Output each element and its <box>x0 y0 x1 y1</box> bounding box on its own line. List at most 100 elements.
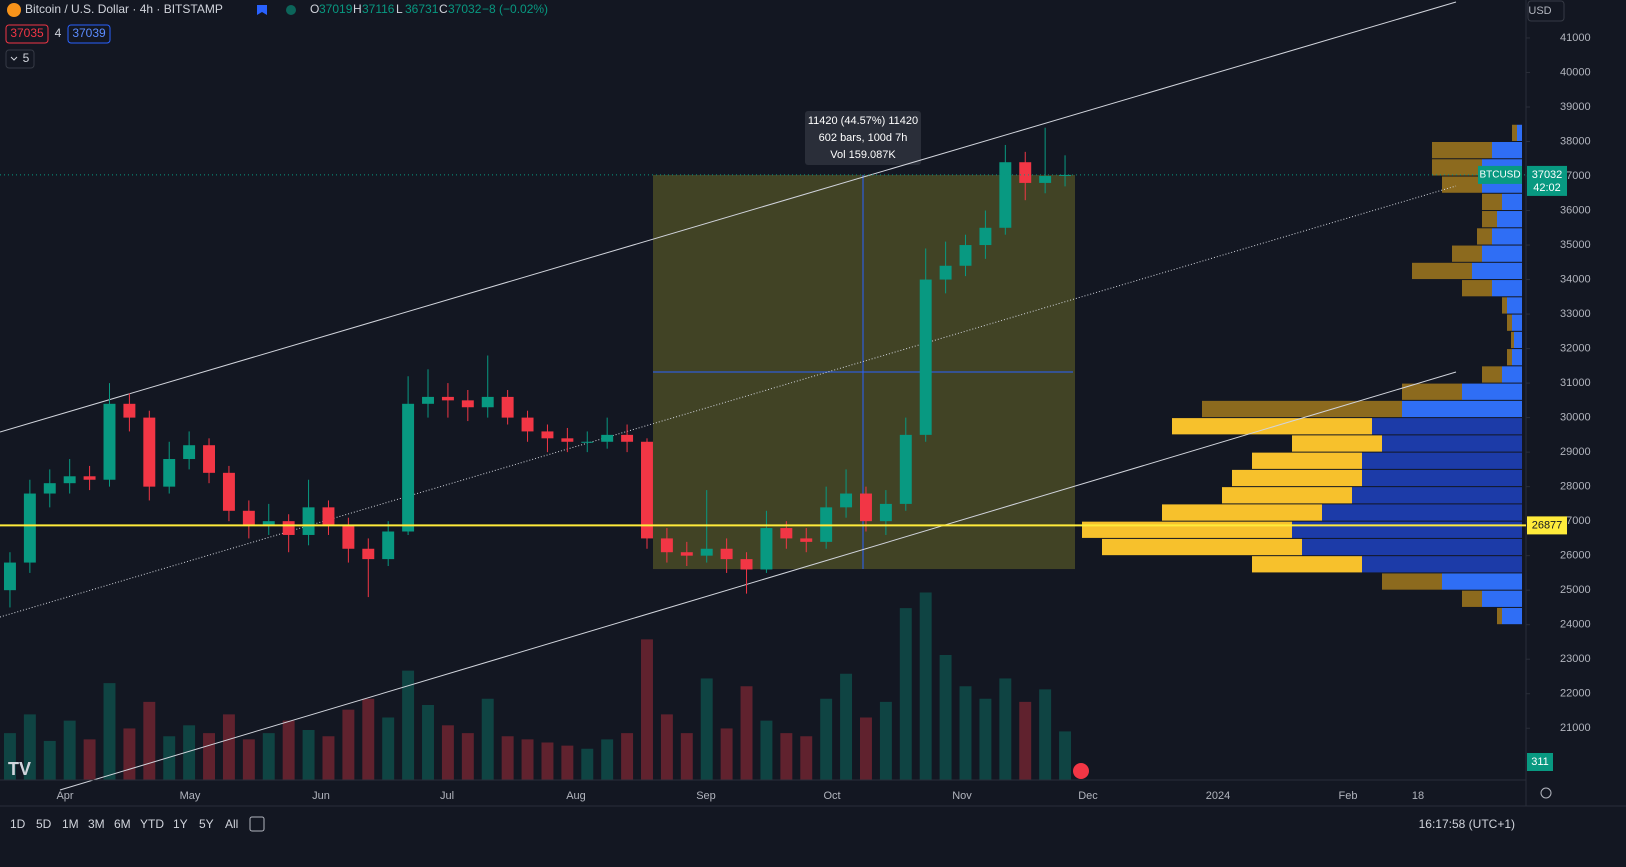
volume-bar <box>541 742 554 780</box>
volume-bar <box>621 733 634 780</box>
timeframe-button[interactable]: 6M <box>114 817 131 831</box>
candle-body <box>621 434 634 442</box>
volume-bar <box>123 728 136 780</box>
bid[interactable]: 37035 <box>10 26 44 40</box>
y-tick-label: 32000 <box>1560 342 1591 354</box>
volume-bar <box>760 720 773 780</box>
candle-body <box>23 493 36 563</box>
volume-bar <box>23 714 36 780</box>
candle-body <box>641 441 653 539</box>
profile-up <box>1492 280 1522 297</box>
ohlc-label: L <box>396 2 403 16</box>
profile-down <box>1292 435 1382 452</box>
status <box>286 5 296 15</box>
profile-down <box>1477 228 1492 245</box>
timeframe-button[interactable]: All <box>225 817 238 831</box>
indicator-count[interactable]: 5 <box>23 51 30 65</box>
candle-body <box>720 548 733 560</box>
currency[interactable]: USD <box>1528 5 1551 17</box>
profile-down <box>1482 211 1497 228</box>
candle-body <box>103 403 116 480</box>
event-icon[interactable] <box>1073 763 1089 779</box>
settings-icon[interactable] <box>1540 787 1552 799</box>
timeframe-button[interactable]: 1D <box>10 817 26 831</box>
candle-body <box>422 396 434 404</box>
volume-bar <box>402 670 415 780</box>
volume-bar <box>103 683 116 780</box>
volume-bar <box>879 701 892 780</box>
y-tick-label: 37000 <box>1560 170 1591 182</box>
volume-bar <box>342 709 355 780</box>
profile-up <box>1302 538 1522 556</box>
profile-down <box>1252 556 1362 573</box>
profile-down <box>1502 297 1507 314</box>
timeframe-button[interactable]: 1Y <box>173 817 188 831</box>
volume-bar <box>143 701 156 780</box>
volume-bar <box>959 686 972 780</box>
volume-bar <box>362 698 375 780</box>
candle-body <box>1019 162 1032 183</box>
profile-down <box>1512 124 1517 142</box>
x-tick-label: 18 <box>1412 790 1424 802</box>
volume-bar <box>840 673 853 780</box>
buy-button[interactable] <box>67 24 111 44</box>
candle-body <box>561 438 574 442</box>
ohlc-value: 36731 <box>405 2 439 16</box>
ohlc-value: 37116 <box>362 2 395 16</box>
x-tick-label: May <box>180 790 201 802</box>
candle-body <box>63 476 76 484</box>
volume-bar <box>242 739 255 780</box>
volume-bar <box>203 733 215 780</box>
profile-up <box>1362 556 1522 573</box>
x-tick-label: 2024 <box>1206 790 1230 802</box>
profile-up <box>1442 573 1522 590</box>
volume-bar <box>63 720 76 780</box>
profile-down <box>1222 487 1352 504</box>
volume-bar <box>83 739 96 780</box>
volume-bar <box>302 730 315 780</box>
profile-up <box>1492 228 1522 245</box>
volume-bar <box>660 714 673 780</box>
volume-bar <box>422 705 434 780</box>
volume-bar <box>780 733 793 780</box>
currency-button[interactable] <box>1527 0 1565 22</box>
profile-up <box>1502 607 1522 625</box>
profile-down <box>1202 400 1402 418</box>
candle-body <box>919 279 932 435</box>
profile-down <box>1452 245 1482 262</box>
profile-up <box>1497 211 1522 228</box>
candle-body <box>282 521 295 535</box>
candle-body <box>43 483 56 494</box>
timeframe-button[interactable]: 5D <box>36 817 52 831</box>
candle-body <box>979 227 992 246</box>
candle-body <box>780 528 793 539</box>
ask[interactable]: 37039 <box>72 26 106 40</box>
candle-body <box>342 524 355 549</box>
candle-body <box>800 538 813 542</box>
volume-bar <box>680 733 693 780</box>
profile-up <box>1372 418 1522 435</box>
candle-body <box>1039 176 1052 183</box>
volume-bar <box>820 698 833 780</box>
timeframe-button[interactable]: YTD <box>140 817 164 831</box>
candle-body <box>441 396 454 401</box>
flag <box>257 5 267 15</box>
price-tag-bg <box>1527 165 1567 196</box>
profile-down <box>1442 176 1482 193</box>
date-range-icon[interactable] <box>249 816 265 832</box>
volume-bar <box>800 736 813 780</box>
timeframe-button[interactable]: 5Y <box>199 817 214 831</box>
volume-bar <box>501 736 514 780</box>
profile-down <box>1511 331 1514 349</box>
indicators-toggle[interactable] <box>5 49 35 69</box>
symbol-title: Bitcoin / U.S. Dollar · 4h · BITSTAMP <box>25 2 223 16</box>
timeframe-button[interactable]: 1M <box>62 817 79 831</box>
volume-bar <box>262 733 275 780</box>
price-tag: 37032 <box>1532 169 1563 181</box>
timeframe-button[interactable]: 3M <box>88 817 105 831</box>
y-tick-label: 21000 <box>1560 722 1591 734</box>
sell-button[interactable] <box>5 24 49 44</box>
volume-bar <box>581 748 594 780</box>
candle-body <box>860 493 872 522</box>
y-tick-label: 38000 <box>1560 135 1591 147</box>
